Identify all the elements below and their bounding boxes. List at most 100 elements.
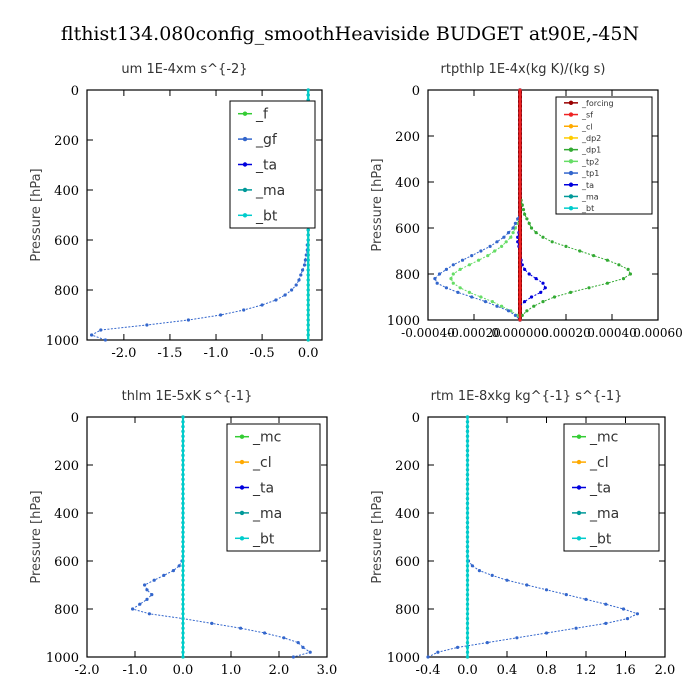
legend-entry: _ma	[252, 506, 282, 522]
series-line-tp1	[434, 90, 521, 321]
chart-panel-4: rtm 1E-8xkg kg^{-1} s^{-1} 0 200 400 600 800 1…	[370, 389, 675, 678]
data-point	[502, 235, 506, 239]
data-point	[518, 277, 522, 281]
data-point	[532, 304, 536, 308]
data-point	[433, 277, 437, 281]
data-point	[511, 231, 515, 235]
data-point	[444, 267, 448, 271]
data-point	[465, 425, 470, 429]
data-point	[465, 420, 470, 424]
legend-entry: _dp1	[581, 146, 601, 155]
data-point	[518, 88, 522, 92]
panel-title: thlm 1E-5xK s^{-1}	[122, 389, 253, 404]
data-point	[465, 588, 470, 592]
data-point	[569, 290, 573, 294]
data-point	[635, 612, 640, 616]
legend: _mc _cl _ta _ma _bt	[563, 423, 660, 552]
legend-entry: _f	[255, 107, 269, 123]
data-point	[465, 650, 470, 654]
x-tick-label: 0.0	[173, 663, 194, 678]
data-point	[147, 612, 151, 616]
data-point	[520, 263, 524, 267]
data-point	[621, 607, 626, 611]
legend-entry: _bt	[252, 531, 275, 547]
data-point	[584, 597, 588, 602]
data-point	[513, 226, 518, 230]
legend-entry: _dp2	[581, 134, 601, 143]
data-point	[470, 564, 474, 568]
data-point	[181, 588, 185, 592]
legend-entry: _ma	[589, 506, 619, 522]
data-point	[306, 228, 310, 232]
data-point	[465, 621, 470, 626]
data-point	[306, 263, 310, 267]
plot-frame	[427, 89, 659, 321]
legend-entry: _mc	[252, 430, 281, 446]
data-point	[465, 602, 470, 606]
data-point	[239, 626, 243, 630]
data-point	[181, 636, 185, 640]
y-axis-label: Pressure [hPa]	[370, 490, 385, 583]
legend-marker	[576, 434, 582, 439]
data-point	[181, 492, 185, 496]
legend-entry: _tp1	[581, 169, 599, 178]
data-point	[518, 148, 522, 152]
data-point	[518, 281, 522, 285]
x-tick-label: -0.00040	[401, 326, 455, 340]
data-point	[518, 180, 522, 184]
data-point	[449, 277, 453, 281]
y-tick-label: 1000	[46, 651, 79, 666]
data-point	[465, 521, 470, 525]
legend-marker	[568, 170, 574, 176]
data-point	[181, 573, 185, 578]
data-point	[477, 569, 481, 573]
data-point	[283, 293, 287, 297]
data-point	[437, 272, 442, 276]
data-point	[465, 501, 470, 505]
data-point	[518, 254, 522, 258]
data-point	[541, 300, 545, 304]
data-point	[518, 249, 522, 253]
x-tick-label: 1.0	[221, 663, 242, 678]
legend-marker	[239, 485, 245, 490]
data-point	[181, 511, 185, 515]
data-point	[181, 506, 185, 510]
data-point	[541, 235, 545, 239]
data-point	[465, 607, 470, 611]
data-point	[99, 328, 103, 332]
x-tick-label: -1.0	[122, 663, 147, 678]
plot-frame	[86, 89, 323, 341]
data-point	[465, 583, 470, 587]
y-axis-label: Pressure [hPa]	[370, 158, 385, 251]
data-point	[518, 203, 522, 207]
x-tick-label: -1.0	[203, 346, 228, 361]
data-point	[181, 612, 185, 616]
data-point	[181, 554, 185, 558]
data-point	[306, 293, 310, 297]
data-point	[500, 304, 504, 308]
data-point	[186, 318, 190, 322]
data-point	[518, 240, 522, 244]
data-point	[465, 593, 470, 597]
data-point	[518, 166, 522, 170]
data-point	[626, 267, 630, 271]
data-point	[306, 233, 310, 237]
data-point	[604, 621, 608, 626]
data-point	[465, 415, 470, 419]
data-point	[518, 175, 522, 179]
data-point	[306, 303, 310, 307]
x-tick-label: 2.0	[655, 663, 676, 678]
data-point	[274, 298, 278, 302]
data-point	[527, 221, 531, 225]
legend-entry: _cl	[252, 455, 272, 471]
data-point	[465, 564, 470, 568]
data-point	[516, 240, 520, 244]
data-point	[465, 573, 470, 578]
legend-marker	[242, 111, 248, 116]
data-point	[465, 535, 470, 539]
y-tick-label: 200	[54, 459, 79, 474]
x-tick-label: -0.4	[415, 663, 440, 678]
data-point	[181, 626, 185, 630]
data-point	[564, 244, 568, 248]
data-point	[465, 617, 470, 621]
